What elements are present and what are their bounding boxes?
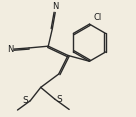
Text: Cl: Cl xyxy=(94,13,102,22)
Text: S: S xyxy=(57,95,62,104)
Text: N: N xyxy=(53,2,59,11)
Text: N: N xyxy=(7,45,13,54)
Text: S: S xyxy=(22,96,28,105)
